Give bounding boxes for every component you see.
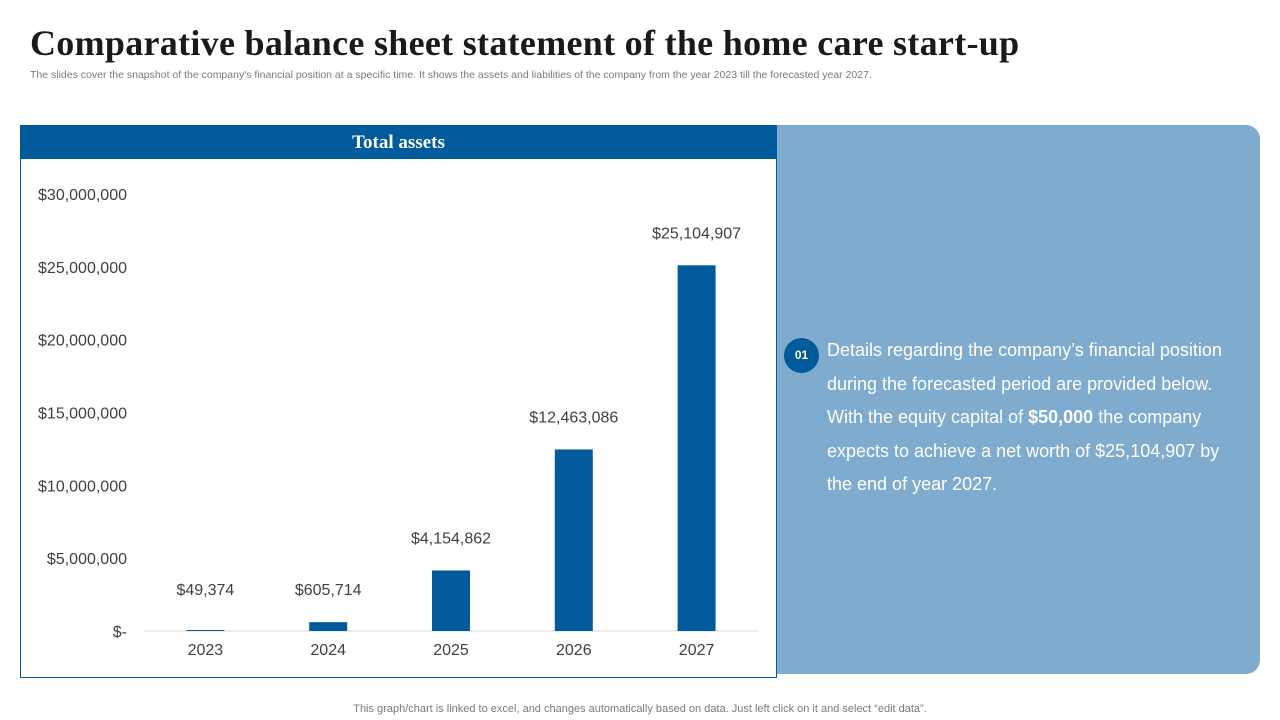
y-tick-label: $5,000,000	[47, 551, 127, 568]
data-label: $4,154,862	[411, 530, 491, 547]
page-subtitle: The slides cover the snapshot of the com…	[30, 69, 872, 81]
data-label: $605,714	[295, 582, 362, 599]
y-tick-label: $15,000,000	[38, 406, 127, 423]
x-tick-label: 2026	[556, 642, 592, 659]
point-number-badge: 01	[784, 338, 819, 373]
chart-container[interactable]: Total assets $- $5,000,000 $10,000,000 $15,…	[20, 125, 777, 678]
bar-2024	[309, 622, 348, 631]
details-text-after: the company expects to achieve a net wor…	[827, 407, 1220, 494]
x-tick-label: 2024	[310, 642, 346, 659]
data-label: $49,374	[176, 582, 234, 599]
y-tick-label: $20,000,000	[38, 333, 127, 350]
details-panel	[740, 125, 1260, 674]
y-tick-label: $10,000,000	[38, 478, 127, 495]
details-text-before: Details regarding the company’s financia…	[827, 340, 1222, 427]
page-title: Comparative balance sheet statement of t…	[30, 23, 1020, 63]
x-tick-label: 2025	[433, 642, 469, 659]
data-label: $25,104,907	[652, 225, 741, 242]
equity-capital-highlight: $50,000	[1028, 407, 1094, 427]
x-tick-label: 2023	[188, 642, 224, 659]
bar-2023	[186, 630, 225, 631]
y-tick-label: $25,000,000	[38, 260, 127, 277]
data-label: $12,463,086	[529, 409, 618, 426]
bar-2025	[432, 570, 470, 631]
bar-chart[interactable]: $- $5,000,000 $10,000,000 $15,000,000 $20,00…	[21, 159, 776, 677]
bar-2027	[677, 265, 716, 631]
footer-note: This graph/chart is linked to excel, and…	[353, 703, 927, 715]
x-tick-label: 2027	[679, 642, 715, 659]
details-text: Details regarding the company’s financia…	[827, 334, 1232, 502]
bar-2026	[554, 449, 593, 631]
chart-title: Total assets	[21, 126, 776, 159]
y-tick-label: $30,000,000	[38, 187, 127, 204]
y-tick-label: $-	[113, 624, 127, 641]
